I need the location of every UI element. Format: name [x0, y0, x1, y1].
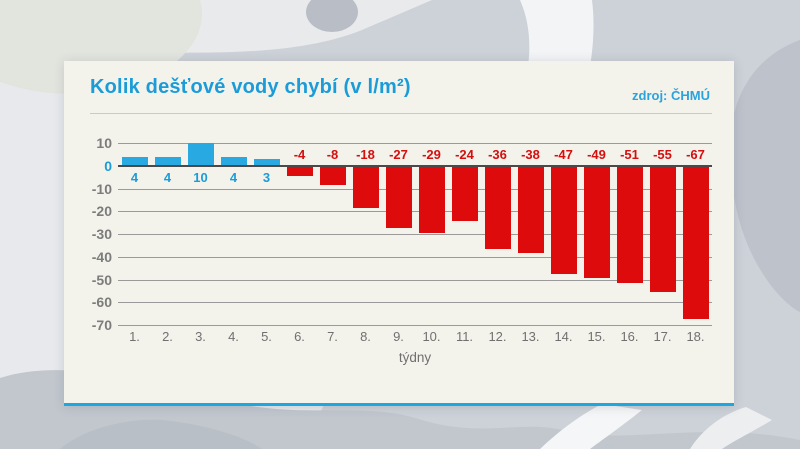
- value-label: 4: [130, 169, 139, 185]
- map-landmass-right: [729, 40, 800, 312]
- bar-week-11: [451, 166, 478, 222]
- x-tick-label: 11.: [455, 329, 474, 344]
- value-label: -51: [620, 146, 639, 162]
- chart-card: Kolik dešťové vody chybí (v l/m²) zdroj:…: [64, 61, 734, 406]
- bar-week-16: [616, 166, 643, 283]
- bar-week-9: [385, 166, 412, 229]
- bar-week-2: [154, 156, 181, 166]
- bar-week-14: [550, 166, 577, 274]
- y-axis-labels: 10 0 -10 -20 -30 -40 -50 -60 -70: [64, 135, 112, 333]
- gridline: [118, 302, 712, 304]
- x-tick-label: 14.: [554, 329, 573, 344]
- gridline: [118, 234, 712, 235]
- value-label: -29: [422, 146, 441, 162]
- map-dark-blob-bottom: [60, 419, 262, 449]
- value-label: 4: [229, 169, 238, 185]
- bar-week-8: [352, 166, 379, 208]
- x-axis-title: týdny: [398, 350, 432, 365]
- map-island-spot: [306, 0, 358, 32]
- bar-week-5: [253, 158, 280, 166]
- bar-week-12: [484, 166, 511, 249]
- value-label: -47: [554, 146, 573, 162]
- y-tick-label: 10: [96, 135, 112, 151]
- value-label: -36: [488, 146, 507, 162]
- bar-week-17: [649, 166, 676, 292]
- bar-week-4: [220, 156, 247, 166]
- gridline: [118, 325, 712, 326]
- gridline: [118, 256, 712, 258]
- x-tick-label: 10.: [422, 329, 441, 344]
- x-tick-label: 6.: [294, 329, 305, 344]
- x-tick-label: 8.: [360, 329, 371, 344]
- value-label: -27: [389, 146, 408, 162]
- x-tick-label: 16.: [620, 329, 639, 344]
- bar-week-6: [286, 166, 313, 176]
- x-tick-label: 3.: [195, 329, 206, 344]
- plot-area: 4 4 10 4 3 -4 -8 -18 -27 -29 -24 -36 -38 -47 -49 -51 -55…: [118, 143, 712, 326]
- bar-week-15: [583, 166, 610, 279]
- y-tick-label: -10: [91, 180, 112, 197]
- bar-week-7: [319, 166, 346, 185]
- value-label: -8: [326, 146, 339, 162]
- zero-line: [118, 164, 712, 167]
- y-tick-label: -40: [91, 248, 112, 265]
- bar-week-3: [187, 143, 214, 166]
- y-tick-label: -20: [91, 203, 112, 220]
- y-tick-label: -70: [91, 317, 112, 333]
- y-tick-label: -50: [91, 271, 112, 288]
- map-white-streak-1: [540, 404, 642, 449]
- source-label: zdroj: ČHMÚ: [632, 88, 710, 103]
- bar-week-10: [418, 166, 445, 233]
- value-label: -49: [587, 146, 606, 162]
- x-tick-label: 4.: [228, 329, 239, 344]
- gridline: [118, 279, 712, 281]
- bar-week-13: [517, 166, 544, 254]
- x-tick-label: 7.: [327, 329, 338, 344]
- value-label: 3: [262, 169, 271, 185]
- x-tick-label: 18.: [686, 329, 705, 344]
- map-white-streak-2: [690, 407, 772, 449]
- x-tick-label: 13.: [521, 329, 540, 344]
- value-label: -4: [293, 146, 306, 162]
- title-divider: [90, 113, 712, 114]
- x-tick-label: 17.: [653, 329, 672, 344]
- value-label: 10: [193, 169, 208, 185]
- gridline: [118, 143, 712, 144]
- y-tick-label: -60: [91, 294, 112, 311]
- value-label: 4: [163, 169, 172, 185]
- gridline: [118, 188, 712, 190]
- gridline: [118, 211, 712, 213]
- bar-week-18: [682, 166, 709, 320]
- x-tick-label: 9.: [393, 329, 404, 344]
- value-label: -24: [455, 146, 474, 162]
- value-label: -18: [356, 146, 375, 162]
- x-tick-label: 1.: [129, 329, 140, 344]
- chart-title: Kolik dešťové vody chybí (v l/m²): [90, 76, 411, 98]
- bar-week-1: [121, 156, 148, 166]
- y-tick-label: 0: [104, 157, 112, 174]
- x-axis-labels: 1. 2. 3. 4. 5. 6. 7. 8. 9. 10. 11. 12. 13. 14. 15. 16. 1…: [118, 329, 712, 345]
- x-tick-label: 5.: [261, 329, 272, 344]
- card-accent-line: [64, 403, 734, 406]
- y-tick-label: -30: [91, 226, 112, 242]
- x-tick-label: 12.: [488, 329, 507, 344]
- value-label: -67: [686, 146, 705, 162]
- x-tick-label: 15.: [587, 329, 606, 344]
- value-label: -38: [521, 146, 540, 162]
- value-label: -55: [653, 146, 672, 162]
- x-tick-label: 2.: [162, 329, 173, 344]
